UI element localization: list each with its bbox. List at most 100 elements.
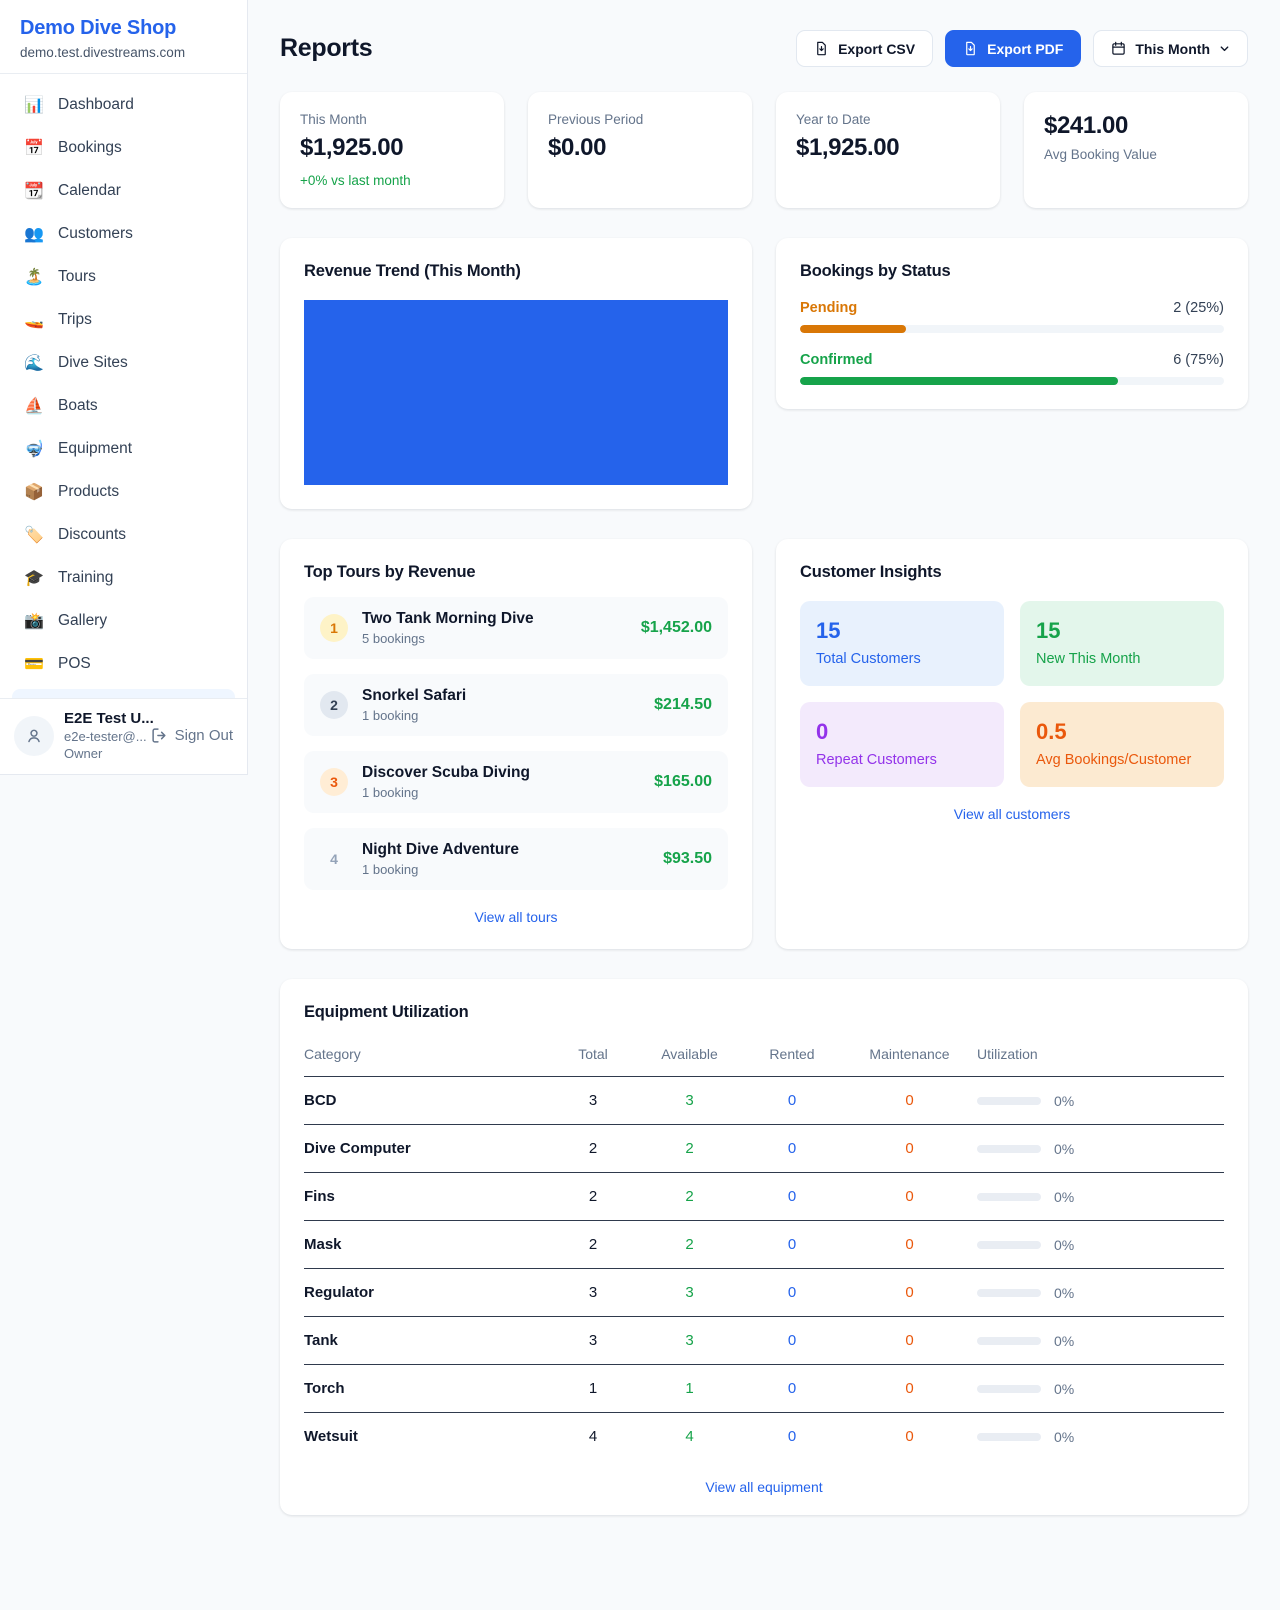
stat-value: $241.00 <box>1044 112 1128 139</box>
island-icon: 🏝️ <box>24 269 44 286</box>
revenue-trend-card: Revenue Trend (This Month) <box>280 238 752 509</box>
sign-out-label: Sign Out <box>174 727 233 744</box>
customers-icon: 👥 <box>24 226 44 243</box>
avatar <box>14 715 54 756</box>
tour-bookings: 1 booking <box>362 708 419 723</box>
rank-badge: 4 <box>330 851 338 867</box>
cell-rented: 0 <box>742 1124 842 1173</box>
utilization-cell: 0% <box>977 1285 1224 1301</box>
sidebar-item-customers[interactable]: 👥 Customers <box>12 215 235 253</box>
sidebar-item-pos[interactable]: 💳 POS <box>12 645 235 683</box>
tile-value: 15 <box>816 618 841 643</box>
insights-row: Top Tours by Revenue 1 Two Tank Morning … <box>280 539 1248 949</box>
view-all-equipment-link[interactable]: View all equipment <box>705 1479 823 1495</box>
tour-name: Discover Scuba Diving <box>362 764 530 781</box>
tile-avg-bookings-customer: 0.5 Avg Bookings/Customer <box>1020 702 1224 787</box>
person-icon <box>28 729 40 742</box>
tour-row: 3 Discover Scuba Diving 1 booking $165.0… <box>304 751 728 813</box>
cell-total: 3 <box>549 1316 637 1365</box>
period-select[interactable]: This Month <box>1093 30 1248 67</box>
sidebar-item-gallery[interactable]: 📸 Gallery <box>12 602 235 640</box>
column-header: Rented <box>742 1034 842 1077</box>
tile-value: 0 <box>816 719 829 744</box>
utilization-bar <box>977 1096 1041 1105</box>
sidebar-nav: 📊 Dashboard 📅 Bookings 📆 Calendar 👥 Cust… <box>0 74 247 683</box>
sidebar-item-tours[interactable]: 🏝️ Tours <box>12 258 235 296</box>
tour-row: 1 Two Tank Morning Dive 5 bookings $1,45… <box>304 597 728 659</box>
sidebar-item-label: Tours <box>58 268 96 285</box>
user-panel: E2E Test U... e2e-tester@... Owner Sign … <box>0 698 247 774</box>
diving-mask-icon: 🤿 <box>24 441 44 458</box>
cell-rented: 0 <box>742 1172 842 1221</box>
tour-name: Night Dive Adventure <box>362 841 520 858</box>
cell-maintenance: 0 <box>842 1124 977 1173</box>
utilization-percent: 0% <box>1054 1428 1075 1445</box>
sidebar-item-trips[interactable]: 🚤 Trips <box>12 301 235 339</box>
status-value: 6 (75%) <box>1173 352 1224 368</box>
cell-total: 1 <box>549 1364 637 1413</box>
credit-card-icon: 💳 <box>24 656 44 673</box>
stat-value: $0.00 <box>548 134 607 161</box>
rank-badge: 1 <box>320 614 348 642</box>
view-all-customers-link[interactable]: View all customers <box>953 806 1071 822</box>
stat-label: Previous Period <box>548 112 644 127</box>
utilization-percent: 0% <box>1054 1236 1075 1253</box>
sidebar-item-label: Calendar <box>58 182 121 199</box>
page-title: Reports <box>280 34 373 62</box>
tile-new-this-month: 15 New This Month <box>1020 601 1224 686</box>
cell-total: 4 <box>588 1428 598 1445</box>
equipment-table: Category Total Available Rented Maintena… <box>304 1034 1224 1460</box>
export-csv-button[interactable]: Export CSV <box>796 30 934 67</box>
sidebar-item-dive-sites[interactable]: 🌊 Dive Sites <box>12 344 235 382</box>
cell-rented: 0 <box>742 1316 842 1365</box>
sidebar-active-item-partial[interactable] <box>12 689 235 698</box>
cell-maintenance: 0 <box>842 1364 977 1413</box>
tour-row: 4 Night Dive Adventure 1 booking $93.50 <box>304 828 728 890</box>
tile-label: Total Customers <box>816 651 921 667</box>
status-row-confirmed: Confirmed 6 (75%) <box>800 352 1224 385</box>
sidebar-item-bookings[interactable]: 📅 Bookings <box>12 129 235 167</box>
cell-available: 3 <box>637 1076 742 1125</box>
camera-icon: 📸 <box>24 613 44 630</box>
tour-amount: $165.00 <box>654 773 712 790</box>
utilization-bar <box>977 1336 1041 1345</box>
sidebar-item-discounts[interactable]: 🏷️ Discounts <box>12 516 235 554</box>
column-header: Total <box>549 1034 637 1077</box>
utilization-percent: 0% <box>1054 1140 1075 1157</box>
sidebar-item-training[interactable]: 🎓 Training <box>12 559 235 597</box>
status-bar-track <box>800 377 1224 385</box>
view-all-tours-link[interactable]: View all tours <box>474 909 558 925</box>
cell-total: 2 <box>549 1124 637 1173</box>
brand-domain: demo.test.divestreams.com <box>20 45 186 60</box>
cell-rented: 0 <box>742 1220 842 1269</box>
wave-icon: 🌊 <box>24 355 44 372</box>
export-pdf-button[interactable]: Export PDF <box>945 30 1082 67</box>
utilization-bar <box>977 1384 1041 1393</box>
status-label: Confirmed <box>800 352 873 368</box>
sidebar-item-label: Products <box>58 483 120 500</box>
sidebar-item-calendar[interactable]: 📆 Calendar <box>12 172 235 210</box>
sidebar-item-products[interactable]: 📦 Products <box>12 473 235 511</box>
cell-category: Dive Computer <box>304 1124 549 1173</box>
sign-out-button[interactable]: Sign Out <box>151 727 233 744</box>
tag-icon: 🏷️ <box>24 527 44 544</box>
tour-amount: $1,452.00 <box>640 619 712 636</box>
chevron-down-icon <box>1220 46 1229 52</box>
sidebar-item-boats[interactable]: ⛵ Boats <box>12 387 235 425</box>
export-pdf-label: Export PDF <box>987 40 1064 57</box>
tile-label: Avg Bookings/Customer <box>1036 752 1192 768</box>
table-row: Wetsuit 4 4 0 0 0% <box>304 1413 1224 1461</box>
customer-insights-card: Customer Insights 15 Total Customers 15 … <box>776 539 1248 949</box>
bookings-by-status-title: Bookings by Status <box>800 262 951 280</box>
sidebar-item-dashboard[interactable]: 📊 Dashboard <box>12 86 235 124</box>
sidebar-item-label: Boats <box>58 397 98 414</box>
sidebar-item-equipment[interactable]: 🤿 Equipment <box>12 430 235 468</box>
customer-insights-title: Customer Insights <box>800 563 942 581</box>
table-row: Dive Computer 2 2 0 0 0% <box>304 1124 1224 1173</box>
tile-label: New This Month <box>1036 651 1141 667</box>
bookings-by-status-card: Bookings by Status Pending 2 (25%) Confi… <box>776 238 1248 409</box>
user-name: E2E Test U... <box>64 710 154 727</box>
tour-amount: $93.50 <box>663 850 712 867</box>
equipment-utilization-card: Equipment Utilization Category Total Ava… <box>280 979 1248 1515</box>
sidebar-item-label: Equipment <box>58 440 133 457</box>
